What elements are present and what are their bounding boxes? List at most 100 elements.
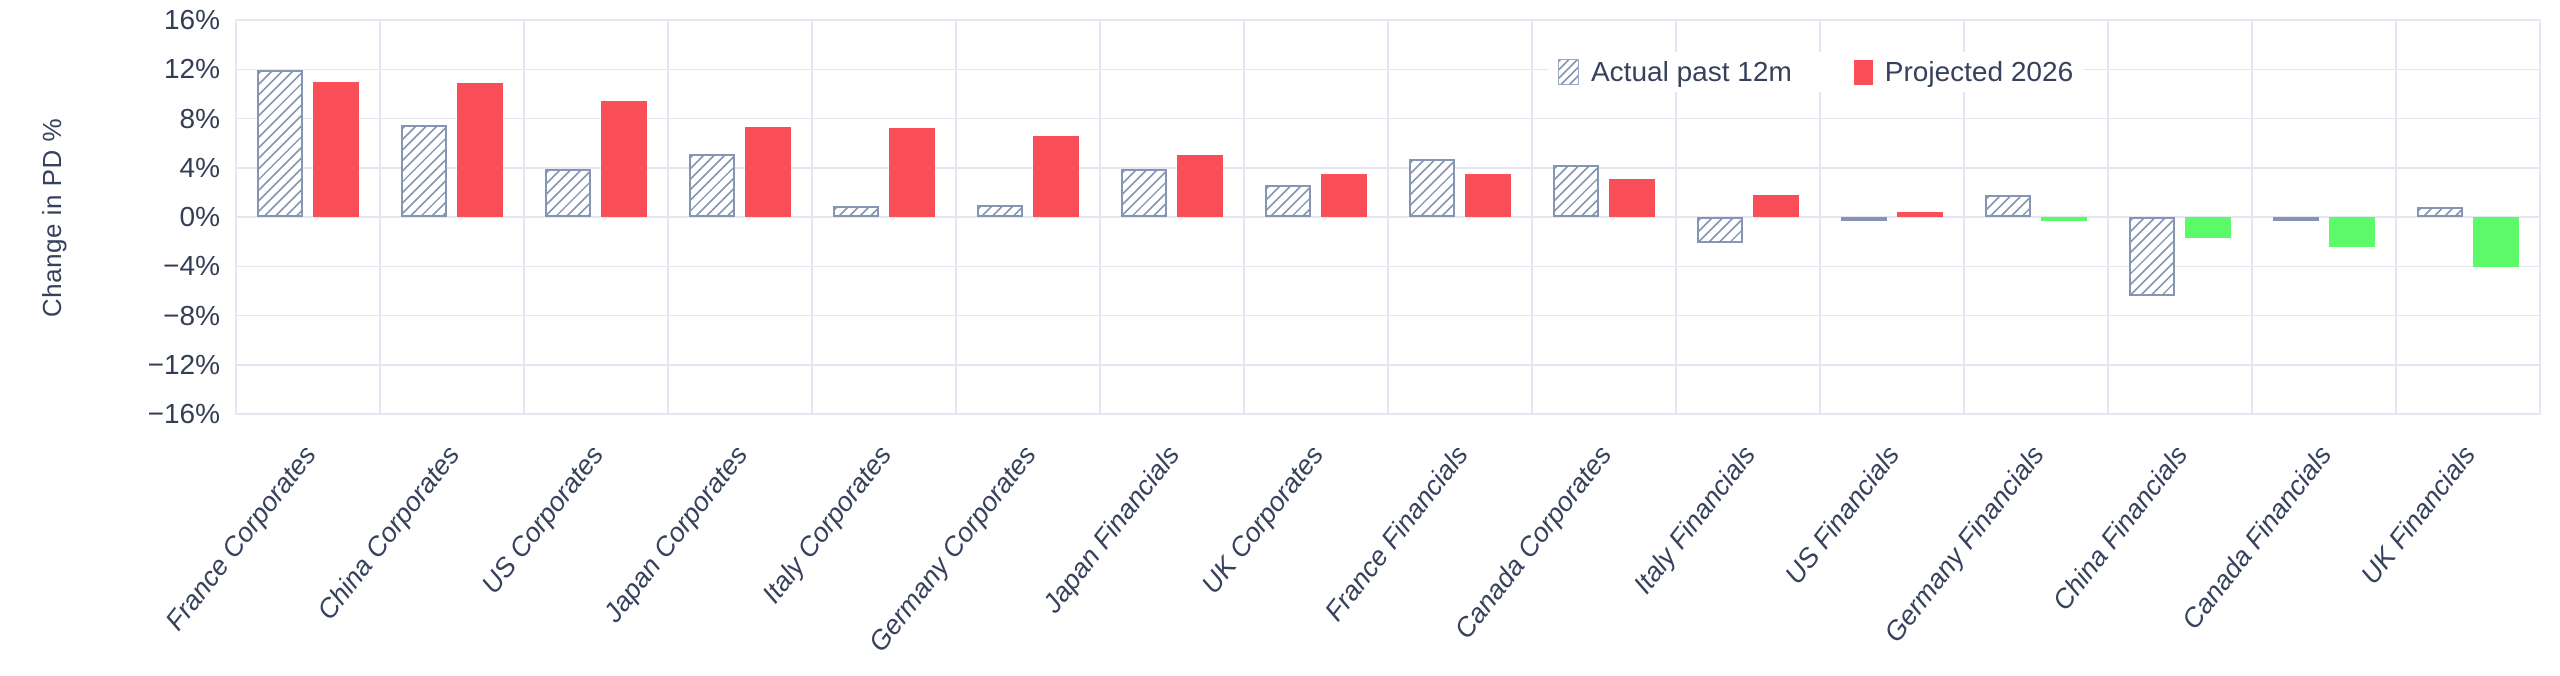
bar-actual [1265,184,1311,217]
legend-item-projected[interactable]: Projected 2026 [1853,56,2074,88]
bar-actual [1985,194,2031,217]
plot-area [235,19,2541,415]
x-axis-label: Germany Corporates [862,440,1042,658]
bar-actual [689,154,735,217]
bar-actual [2417,207,2463,217]
bar-group [2252,20,2396,414]
bar-group [1820,20,1964,414]
bar-group [524,20,668,414]
bar-projected [2041,217,2087,221]
v-gridline [811,20,813,414]
bar-group [812,20,956,414]
x-axis-label: France Financials [1318,440,1474,627]
y-tick-label: −12% [147,348,220,380]
y-tick-label: −16% [147,398,220,429]
v-gridline [2395,20,2397,414]
v-gridline [1243,20,1245,414]
v-gridline [1963,20,1965,414]
v-gridline [667,20,669,414]
y-tick-label: 4% [179,151,220,183]
y-axis-title: Change in PD % [18,20,88,414]
bar-group [1388,20,1532,414]
v-gridline [235,20,237,414]
bar-projected [889,128,935,217]
v-gridline [955,20,957,414]
bar-group [1100,20,1244,414]
bar-projected [2185,217,2231,238]
x-axis-label: Italy Corporates [756,440,898,609]
x-axis-label: Japan Corporates [597,440,754,628]
v-gridline [1531,20,1533,414]
bar-group [668,20,812,414]
v-gridline [379,20,381,414]
bar-projected [1609,178,1655,217]
v-gridline [2107,20,2109,414]
bar-actual [545,168,591,217]
y-tick-label: 16% [163,4,220,35]
y-tick-label: 12% [163,53,220,85]
bar-actual [977,204,1023,217]
bar-group [2108,20,2252,414]
x-axis-label: Canada Financials [2176,440,2338,635]
bar-group [380,20,524,414]
hatched-swatch-icon [1558,59,1579,85]
x-axis-label: Germany Financials [1878,440,2050,648]
bar-group [1532,20,1676,414]
y-axis-title-text: Change in PD % [37,117,68,317]
bar-actual [2273,217,2319,221]
bar-projected [601,101,647,217]
x-axis-label: Canada Corporates [1448,440,1618,645]
bar-group [1244,20,1388,414]
y-tick-label: −4% [163,250,220,282]
bar-group [2396,20,2540,414]
v-gridline [1819,20,1821,414]
h-gridline [236,413,2540,415]
bar-projected [2329,217,2375,247]
v-gridline [523,20,525,414]
x-axis-label: Italy Financials [1628,440,1762,600]
bar-actual [2129,217,2175,296]
bar-group [236,20,380,414]
y-tick-label: 0% [179,201,220,232]
bar-projected [313,81,359,217]
x-axis-label: Japan Financials [1037,440,1186,619]
bar-group [1676,20,1820,414]
v-gridline [1099,20,1101,414]
bar-group [1964,20,2108,414]
y-tick-label: −8% [163,299,220,331]
legend-label-actual: Actual past 12m [1591,56,1792,87]
v-gridline [2251,20,2253,414]
bar-projected [1753,194,1799,217]
bar-actual [401,124,447,217]
bar-group [956,20,1100,414]
bar-projected [1897,212,1943,217]
x-axis-label: US Corporates [476,440,610,600]
bar-actual [1121,168,1167,217]
legend: Actual past 12m Projected 2026 [1548,52,2084,92]
v-gridline [1675,20,1677,414]
x-axis-label: UK Corporates [1196,440,1330,600]
bar-actual [1841,217,1887,221]
bar-actual [257,70,303,217]
bar-projected [1321,173,1367,217]
y-tick-label: 8% [179,102,220,134]
bar-projected [745,127,791,217]
x-axis-label: UK Financials [2355,440,2482,590]
x-axis-label: France Corporates [159,440,322,636]
bar-projected [1465,173,1511,217]
bar-actual [833,205,879,217]
legend-label-projected: Projected 2026 [1884,56,2074,87]
v-gridline [2539,20,2541,414]
v-gridline [1387,20,1389,414]
x-axis-label: US Financials [1779,440,1906,590]
x-axis-label: China Corporates [311,440,466,626]
x-axis-label: China Financials [2047,440,2194,616]
bar-projected [1033,135,1079,217]
bar-projected [2473,217,2519,268]
bar-actual [1697,217,1743,243]
bar-actual [1409,159,1455,217]
red-swatch-icon [1853,59,1873,85]
legend-item-actual[interactable]: Actual past 12m [1558,56,1792,88]
bar-actual [1553,165,1599,217]
